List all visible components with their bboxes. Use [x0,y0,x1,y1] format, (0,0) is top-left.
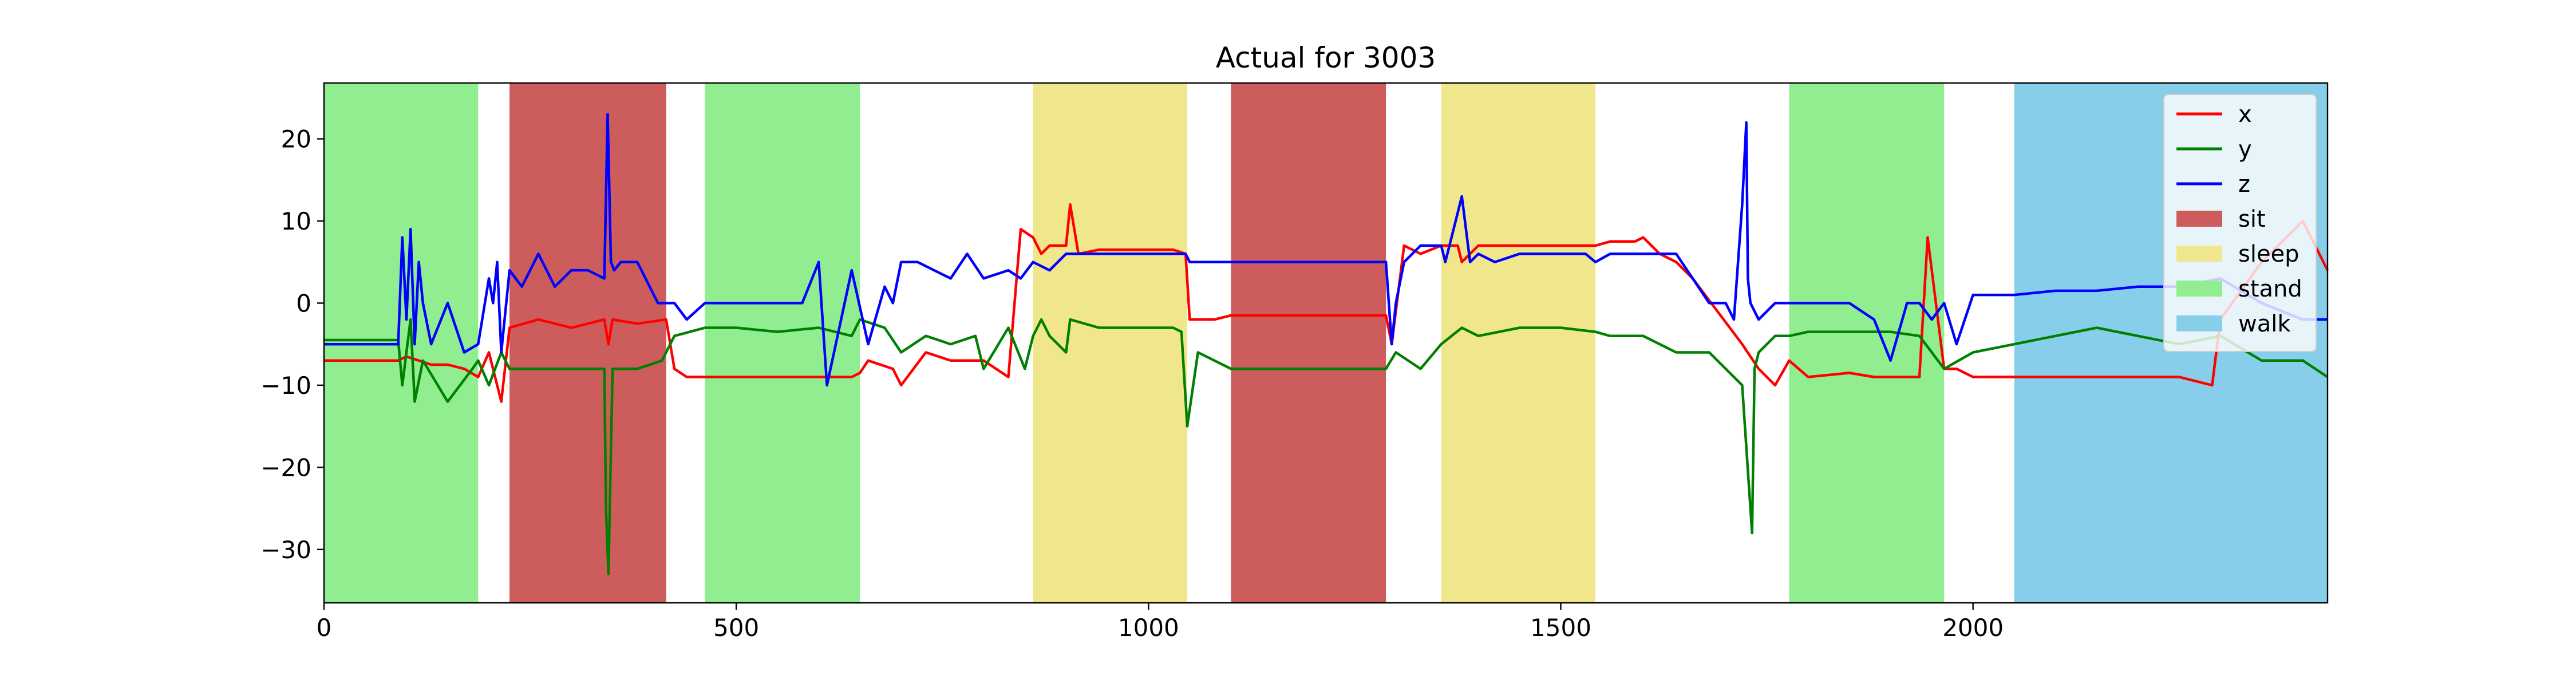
legend-label-y: y [2238,136,2252,163]
legend-swatch-sit [2176,211,2222,227]
x-tick-label: 500 [713,614,759,642]
legend-label-x: x [2238,101,2252,128]
y-axis: 20 10 0 −10 −20 −30 [260,125,324,564]
activity-span-sit [1231,83,1386,603]
x-tick-label: 1000 [1118,614,1179,642]
legend-swatch-walk [2176,315,2222,331]
plot-frame [323,82,2329,604]
series-lines [324,113,2329,576]
series-line-x [324,203,2329,403]
chart-title: Actual for 3003 [1216,41,1436,74]
legend-swatch-sleep [2176,246,2222,262]
activity-span-stand [1789,83,1945,603]
x-axis: 0 500 1000 1500 2000 [317,603,2004,642]
series-line-z [324,113,2328,387]
activity-span-stand [705,83,860,603]
legend: xyz sit sleep stand walk [2163,94,2317,352]
legend-label-z: z [2238,171,2250,198]
activity-spans [324,83,2328,603]
legend-label-stand: stand [2238,276,2302,302]
legend-label-sit: sit [2238,206,2266,232]
legend-label-sleep: sleep [2238,241,2300,267]
y-tick-label: 20 [281,125,311,153]
x-tick-label: 1500 [1530,614,1591,642]
legend-swatch-stand [2176,281,2222,297]
y-tick-label: −30 [260,536,311,564]
y-tick-label: 10 [281,207,311,235]
x-tick-label: 0 [317,614,332,642]
activity-span-sit [509,83,666,603]
activity-span-sleep [1441,83,1595,603]
activity-span-sleep [1033,83,1188,603]
y-tick-label: 0 [296,289,311,317]
y-tick-label: −10 [260,372,311,400]
legend-label-walk: walk [2238,311,2291,337]
x-tick-label: 2000 [1942,614,2004,642]
series-line-y [324,318,2329,576]
y-tick-label: −20 [260,453,311,481]
